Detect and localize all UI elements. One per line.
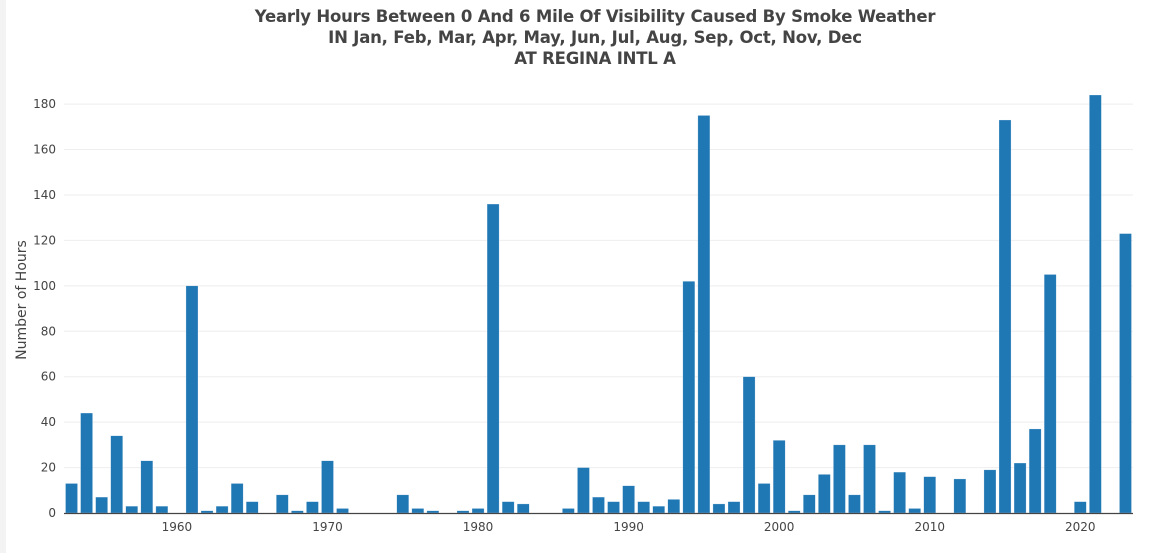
bar-1991[interactable]: [637, 501, 650, 514]
y-tick-label: 120: [33, 233, 56, 247]
bar-1990[interactable]: [622, 485, 635, 514]
bar-1956[interactable]: [110, 435, 123, 514]
bar-2000[interactable]: [772, 440, 786, 514]
x-tick-label: 1980: [463, 520, 494, 534]
bar-1994[interactable]: [682, 281, 696, 514]
x-tick-label: 2020: [1065, 520, 1096, 534]
bar-1988[interactable]: [592, 496, 605, 514]
bar-1977[interactable]: [426, 510, 440, 514]
bar-2021[interactable]: [1089, 94, 1102, 514]
bar-1958[interactable]: [140, 460, 154, 514]
x-tick-label: 1970: [312, 520, 343, 534]
bar-1968[interactable]: [291, 510, 304, 514]
chart-title-line-3: AT REGINA INTL A: [514, 49, 676, 68]
x-tick-label: 1960: [162, 520, 193, 534]
bar-2004[interactable]: [833, 444, 846, 514]
bar-2016[interactable]: [1013, 462, 1027, 514]
y-axis-tick-labels: 0 20 40 60 80 100 120 140 160 180: [33, 97, 56, 520]
bars: [65, 94, 1132, 514]
bar-1995[interactable]: [697, 115, 711, 514]
bar-1964[interactable]: [230, 483, 244, 514]
bar-1970[interactable]: [321, 460, 334, 514]
bar-1979[interactable]: [456, 510, 470, 514]
bar-2014[interactable]: [983, 469, 997, 514]
bar-1965[interactable]: [245, 501, 259, 514]
bar-1983[interactable]: [516, 503, 530, 514]
bar-1981[interactable]: [486, 203, 500, 514]
bar-2010[interactable]: [923, 476, 937, 514]
y-tick-label: 80: [41, 324, 56, 338]
bar-1996[interactable]: [712, 503, 726, 514]
bar-1982[interactable]: [501, 501, 515, 514]
bar-1976[interactable]: [411, 508, 425, 514]
bar-1967[interactable]: [276, 494, 289, 514]
x-axis-tick-labels: 1960 1970 1980 1990 2000 2010 2020: [162, 520, 1096, 534]
y-tick-label: 60: [41, 370, 56, 384]
chart-title-line-1: Yearly Hours Between 0 And 6 Mile Of Vis…: [254, 7, 936, 26]
bar-2017[interactable]: [1028, 428, 1042, 514]
bar-2018[interactable]: [1043, 274, 1057, 514]
bar-1987[interactable]: [577, 467, 590, 514]
bar-1986[interactable]: [562, 508, 575, 514]
bar-1957[interactable]: [125, 505, 139, 514]
y-tick-label: 140: [33, 188, 56, 202]
bar-1992[interactable]: [652, 505, 665, 514]
chart-title: Yearly Hours Between 0 And 6 Mile Of Vis…: [0, 6, 1161, 69]
bar-1998[interactable]: [742, 376, 756, 514]
bar-1975[interactable]: [396, 494, 410, 514]
left-margin-strip: [0, 0, 6, 553]
bar-2002[interactable]: [803, 494, 816, 514]
bar-1993[interactable]: [667, 499, 681, 514]
y-tick-label: 40: [41, 415, 56, 429]
chart-title-line-2: IN Jan, Feb, Mar, Apr, May, Jun, Jul, Au…: [328, 28, 862, 47]
bar-1989[interactable]: [607, 501, 620, 514]
bar-1999[interactable]: [757, 483, 771, 514]
y-tick-label: 160: [33, 143, 56, 157]
y-axis-title: Number of Hours: [14, 240, 30, 360]
bar-1969[interactable]: [306, 501, 319, 514]
bar-2003[interactable]: [818, 474, 831, 514]
bar-2001[interactable]: [787, 510, 801, 514]
y-tick-label: 0: [48, 506, 56, 520]
bar-2009[interactable]: [908, 508, 921, 514]
bar-1953[interactable]: [65, 483, 78, 514]
bar-1962[interactable]: [200, 510, 214, 514]
x-tick-label: 2000: [764, 520, 795, 534]
y-tick-label: 180: [33, 97, 56, 111]
bar-1954[interactable]: [80, 412, 93, 514]
bar-1955[interactable]: [95, 496, 108, 514]
x-tick-label: 2010: [914, 520, 945, 534]
bar-1980[interactable]: [471, 508, 485, 514]
bar-2012[interactable]: [953, 478, 967, 514]
x-tick-label: 1990: [613, 520, 644, 534]
bar-1963[interactable]: [215, 505, 229, 514]
bar-2008[interactable]: [893, 471, 906, 514]
bar-1997[interactable]: [727, 501, 741, 514]
bar-1959[interactable]: [155, 505, 169, 514]
bar-2020[interactable]: [1074, 501, 1087, 514]
y-tick-label: 20: [41, 461, 56, 475]
bar-1971[interactable]: [336, 508, 349, 514]
y-tick-label: 100: [33, 279, 56, 293]
bar-2015[interactable]: [998, 119, 1012, 514]
bar-2005[interactable]: [848, 494, 861, 514]
bar-1961[interactable]: [185, 285, 199, 514]
bar-2007[interactable]: [878, 510, 891, 514]
bar-2023[interactable]: [1119, 233, 1132, 514]
gridlines: [64, 103, 1133, 469]
bar-2006[interactable]: [863, 444, 876, 514]
